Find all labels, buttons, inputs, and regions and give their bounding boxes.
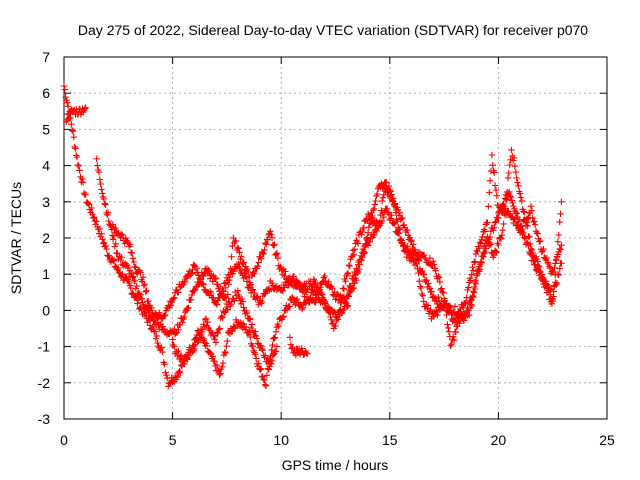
data-markers — [169, 287, 281, 370]
y-tick-label: 6 — [42, 85, 50, 101]
chart-title: Day 275 of 2022, Sidereal Day-to-day VTE… — [78, 22, 588, 38]
y-axis-label: SDTVAR / TECUs — [8, 182, 24, 294]
y-tick-label: 3 — [42, 194, 50, 210]
x-tick-label: 5 — [169, 432, 177, 448]
y-tick-label: -1 — [38, 339, 51, 355]
series-track-4 — [108, 151, 565, 326]
y-tick-label: 2 — [42, 230, 50, 246]
series-track-5 — [169, 287, 281, 370]
y-tick-label: -3 — [38, 411, 51, 427]
x-tick-label: 15 — [382, 432, 398, 448]
y-tick-label: 1 — [42, 266, 50, 282]
gridlines — [64, 57, 607, 419]
axis-ticks — [63, 56, 608, 420]
x-tick-labels: 0 5 10 15 20 25 — [60, 432, 615, 448]
y-tick-labels: -3 -2 -1 0 1 2 3 4 5 6 7 — [38, 49, 51, 427]
y-tick-label: 0 — [42, 302, 50, 318]
y-tick-label: 7 — [42, 49, 50, 65]
data-markers — [63, 104, 89, 125]
data-markers — [108, 151, 565, 326]
series-track-6 — [286, 334, 311, 359]
x-tick-label: 0 — [60, 432, 68, 448]
data-series — [60, 82, 565, 390]
x-tick-label: 10 — [273, 432, 289, 448]
x-tick-label: 20 — [491, 432, 507, 448]
series-track-2 — [63, 104, 89, 125]
x-axis-label: GPS time / hours — [282, 457, 389, 473]
y-tick-label: 4 — [42, 158, 50, 174]
x-tick-label: 25 — [599, 432, 615, 448]
data-markers — [286, 334, 311, 359]
y-tick-label: 5 — [42, 121, 50, 137]
y-tick-label: -2 — [38, 375, 51, 391]
data-markers — [60, 82, 565, 390]
series-track-1 — [60, 82, 565, 390]
